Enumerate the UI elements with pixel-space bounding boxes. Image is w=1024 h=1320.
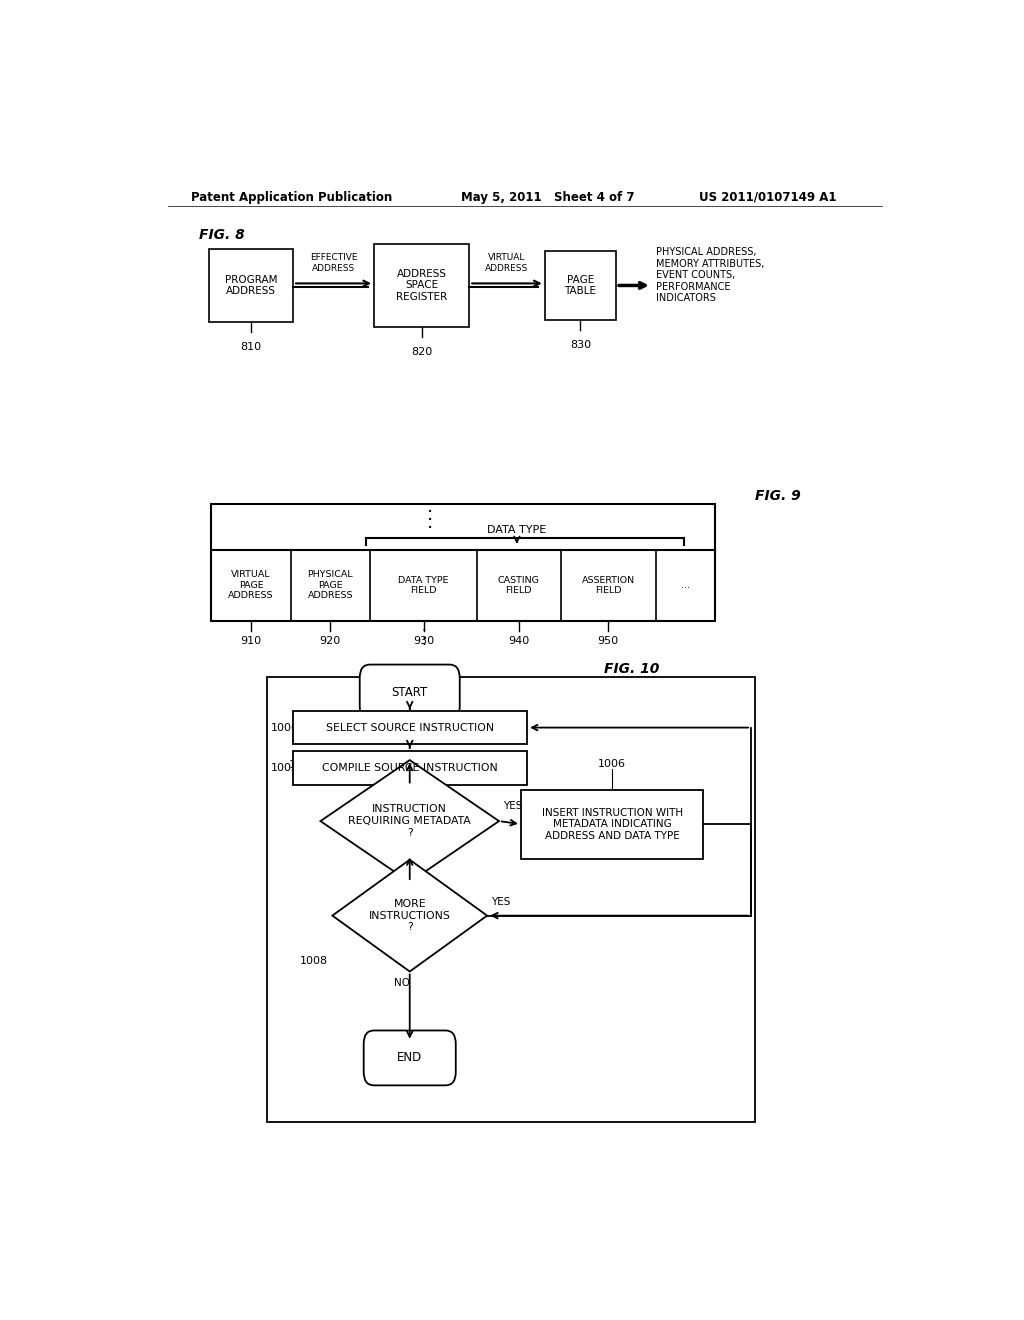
Text: NO: NO [366, 890, 382, 900]
FancyBboxPatch shape [364, 1031, 456, 1085]
Text: YES: YES [492, 898, 510, 907]
Text: 940: 940 [508, 636, 529, 645]
Text: 1008: 1008 [300, 957, 329, 966]
Text: MORE
INSTRUCTIONS
?: MORE INSTRUCTIONS ? [369, 899, 451, 932]
Text: 920: 920 [319, 636, 341, 645]
Text: END: END [397, 1052, 422, 1064]
Text: DATA TYPE: DATA TYPE [487, 525, 547, 536]
Text: .: . [426, 496, 433, 516]
Polygon shape [321, 760, 499, 882]
Text: ASSERTION
FIELD: ASSERTION FIELD [582, 576, 635, 595]
Text: FIG. 8: FIG. 8 [200, 227, 245, 242]
Text: PAGE
TABLE: PAGE TABLE [564, 275, 596, 296]
Text: INSTRUCTION
REQUIRING METADATA
?: INSTRUCTION REQUIRING METADATA ? [348, 804, 471, 838]
Text: 1006: 1006 [598, 759, 626, 770]
Text: 830: 830 [569, 341, 591, 350]
Text: COMPILE SOURCE INSTRUCTION: COMPILE SOURCE INSTRUCTION [322, 763, 498, 774]
Text: .: . [426, 512, 433, 532]
FancyBboxPatch shape [359, 664, 460, 719]
Text: PHYSICAL
PAGE
ADDRESS: PHYSICAL PAGE ADDRESS [307, 570, 353, 601]
Text: START: START [391, 685, 428, 698]
Text: ADDRESS
SPACE
REGISTER: ADDRESS SPACE REGISTER [396, 269, 447, 302]
Text: 950: 950 [598, 636, 618, 645]
Text: 930: 930 [413, 636, 434, 645]
Text: INSERT INSTRUCTION WITH
METADATA INDICATING
ADDRESS AND DATA TYPE: INSERT INSTRUCTION WITH METADATA INDICAT… [542, 808, 683, 841]
Text: 820: 820 [411, 347, 432, 358]
Text: .: . [426, 504, 433, 524]
FancyBboxPatch shape [293, 751, 526, 785]
Text: DATA TYPE
FIELD: DATA TYPE FIELD [398, 576, 449, 595]
FancyBboxPatch shape [293, 710, 526, 744]
Text: FIG. 10: FIG. 10 [604, 661, 659, 676]
Polygon shape [333, 859, 487, 972]
Text: US 2011/0107149 A1: US 2011/0107149 A1 [699, 190, 837, 203]
Text: VIRTUAL
ADDRESS: VIRTUAL ADDRESS [485, 253, 528, 273]
Text: NO: NO [394, 978, 410, 987]
Text: .: . [421, 627, 426, 642]
Text: SELECT SOURCE INSTRUCTION: SELECT SOURCE INSTRUCTION [326, 722, 494, 733]
Text: .: . [421, 632, 426, 648]
Text: FIG. 9: FIG. 9 [755, 488, 801, 503]
Text: PROGRAM
ADDRESS: PROGRAM ADDRESS [224, 275, 278, 296]
FancyBboxPatch shape [209, 249, 293, 322]
FancyBboxPatch shape [545, 251, 616, 319]
Text: VIRTUAL
PAGE
ADDRESS: VIRTUAL PAGE ADDRESS [228, 570, 273, 601]
FancyBboxPatch shape [267, 677, 755, 1122]
Text: ...: ... [681, 581, 690, 590]
Text: .: . [421, 619, 426, 635]
Text: Patent Application Publication: Patent Application Publication [191, 190, 393, 203]
Text: 1000: 1000 [270, 722, 299, 733]
Text: 810: 810 [241, 342, 261, 352]
Text: YES: YES [503, 801, 522, 810]
FancyBboxPatch shape [211, 504, 715, 620]
Text: May 5, 2011   Sheet 4 of 7: May 5, 2011 Sheet 4 of 7 [461, 190, 635, 203]
Text: 1002: 1002 [270, 763, 299, 774]
Text: 1004: 1004 [289, 760, 316, 770]
Text: EFFECTIVE
ADDRESS: EFFECTIVE ADDRESS [310, 253, 357, 273]
Text: CASTING
FIELD: CASTING FIELD [498, 576, 540, 595]
FancyBboxPatch shape [521, 789, 703, 859]
FancyBboxPatch shape [374, 244, 469, 327]
Text: 910: 910 [241, 636, 261, 645]
Text: PHYSICAL ADDRESS,
MEMORY ATTRIBUTES,
EVENT COUNTS,
PERFORMANCE
INDICATORS: PHYSICAL ADDRESS, MEMORY ATTRIBUTES, EVE… [655, 247, 764, 304]
